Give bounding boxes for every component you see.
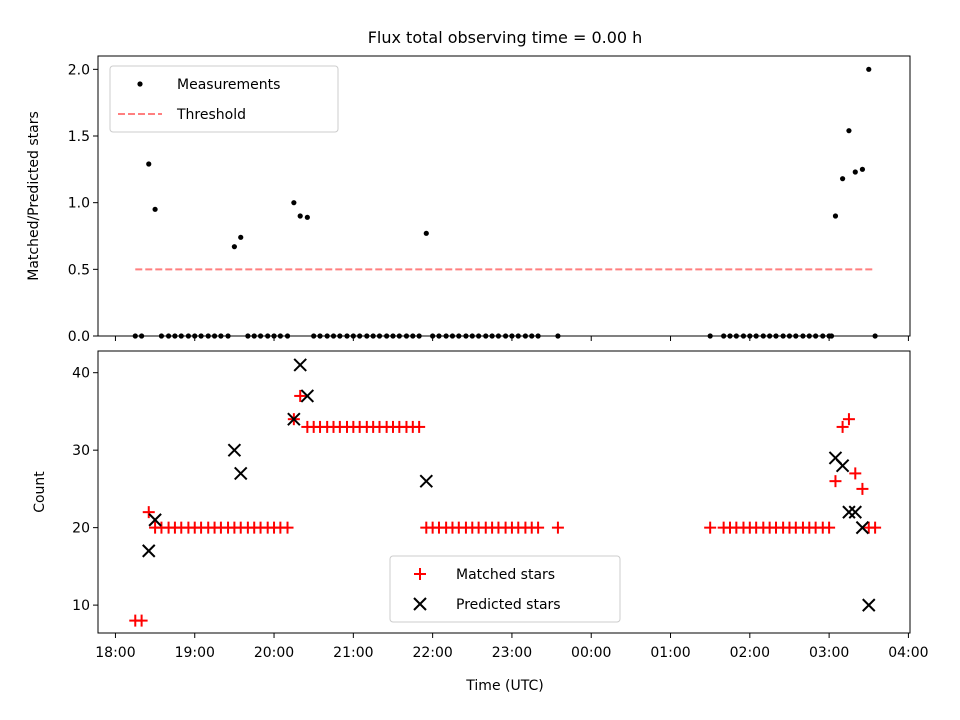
bottom-x-tick-label: 04:00 — [888, 645, 928, 661]
bottom-panel: 10 20 30 40 18:00 19:00 20:00 21:00 22:00 23:00 0… — [32, 350, 929, 694]
measurement-point — [146, 161, 152, 167]
bottom-x-tick-label: 00:00 — [571, 645, 611, 661]
bottom-x-tick-label: 22:00 — [412, 645, 452, 661]
measurement-point — [423, 230, 429, 236]
matched-stars-point — [842, 413, 855, 426]
matched-stars-point — [704, 521, 717, 534]
predicted-stars-point — [227, 443, 242, 457]
legend-matched-label: Matched stars — [456, 567, 555, 583]
bottom-x-tick-label: 18:00 — [95, 645, 135, 661]
bottom-y-tick-label: 20 — [72, 521, 90, 537]
measurement-point — [859, 166, 866, 172]
top-y-tick-label: 1.5 — [68, 129, 90, 145]
bottom-x-tick-label: 23:00 — [492, 645, 532, 661]
matched-stars-point — [849, 467, 862, 480]
legend-predicted-marker — [413, 597, 427, 611]
bottom-axes-frame — [97, 350, 911, 634]
bottom-y-axis: 10 20 30 40 — [72, 366, 98, 614]
figure-title: Flux total observing time = 0.00 h — [368, 28, 643, 47]
legend-predicted-label: Predicted stars — [456, 597, 561, 613]
measurement-point — [852, 169, 858, 175]
predicted-stars-point — [835, 458, 850, 473]
measurement-point — [832, 213, 839, 219]
matched-stars-point — [413, 420, 426, 433]
predicted-stars-point — [300, 389, 315, 403]
predicted-stars-point — [862, 598, 876, 612]
bottom-x-tick-label: 20:00 — [254, 645, 294, 661]
bottom-x-axis-label: Time (UTC) — [465, 678, 543, 694]
bottom-plot-marks — [129, 358, 882, 627]
predicted-stars-point — [293, 358, 307, 372]
top-panel: 0.00.51.01.52.0 Matched/Predicted stars … — [26, 55, 911, 345]
bottom-x-tick-label: 02:00 — [730, 645, 770, 661]
measurement-point — [839, 176, 846, 182]
matched-stars-point — [551, 521, 564, 534]
predicted-stars-point — [842, 505, 856, 519]
top-y-tick-label: 0.5 — [68, 262, 90, 278]
bottom-x-tick-label: 21:00 — [333, 645, 373, 661]
predicted-stars-point — [142, 544, 156, 558]
matched-stars-point — [532, 521, 545, 534]
measurement-point — [866, 66, 872, 72]
measurement-point — [152, 206, 158, 212]
measurement-point — [238, 234, 244, 240]
measurement-point — [291, 200, 297, 206]
predicted-stars-point — [848, 505, 862, 519]
legend-measurements-marker — [137, 81, 143, 87]
top-y-axis: 0.0 0.5 1.0 1.5 2.0 — [68, 62, 98, 345]
predicted-stars-point — [419, 474, 433, 488]
top-y-tick-label: 1.0 — [68, 196, 90, 212]
predicted-stars-point — [287, 412, 301, 426]
matched-stars-point — [135, 614, 148, 627]
bottom-x-tick-label: 01:00 — [650, 645, 690, 661]
legend-matched-marker — [414, 568, 426, 580]
legend-measurements-label: Measurements — [177, 77, 280, 93]
predicted-stars-point — [855, 520, 870, 535]
matched-stars-point — [142, 506, 155, 519]
measurement-point — [846, 128, 852, 134]
bottom-y-tick-label: 30 — [72, 443, 90, 459]
bottom-y-tick-label: 10 — [72, 598, 90, 614]
bottom-y-tick-label: 40 — [72, 366, 90, 382]
matched-stars-point — [836, 420, 849, 433]
bottom-legend-box — [389, 555, 621, 623]
measurement-point — [297, 213, 303, 219]
matched-stars-point — [294, 389, 307, 402]
matched-stars-point — [829, 475, 842, 488]
top-y-tick-label: 2.0 — [68, 62, 90, 78]
predicted-stars-point — [148, 513, 162, 527]
bottom-legend: Matched stars Predicted stars — [389, 555, 621, 623]
matched-stars-point — [281, 521, 294, 534]
predicted-stars-point — [234, 466, 248, 481]
top-y-axis-label: Matched/Predicted stars — [26, 111, 42, 281]
top-axes-frame — [97, 55, 911, 337]
top-legend: Measurements Threshold — [109, 65, 339, 133]
matched-stars-point — [869, 521, 882, 534]
bottom-x-tick-label: 03:00 — [809, 645, 849, 661]
top-x-axis — [114, 336, 909, 341]
matched-stars-point — [856, 482, 869, 495]
matched-stars-point — [823, 521, 836, 534]
measurement-point — [231, 244, 237, 250]
bottom-x-axis: 18:00 19:00 20:00 21:00 22:00 23:00 00:00 01:00… — [95, 633, 929, 661]
legend-threshold-label: Threshold — [176, 107, 246, 123]
bottom-y-axis-label: Count — [32, 471, 48, 513]
measurement-point — [304, 214, 310, 220]
top-legend-box — [109, 65, 339, 133]
bottom-x-tick-label: 19:00 — [175, 645, 215, 661]
top-y-tick-label: 0.0 — [68, 329, 90, 345]
